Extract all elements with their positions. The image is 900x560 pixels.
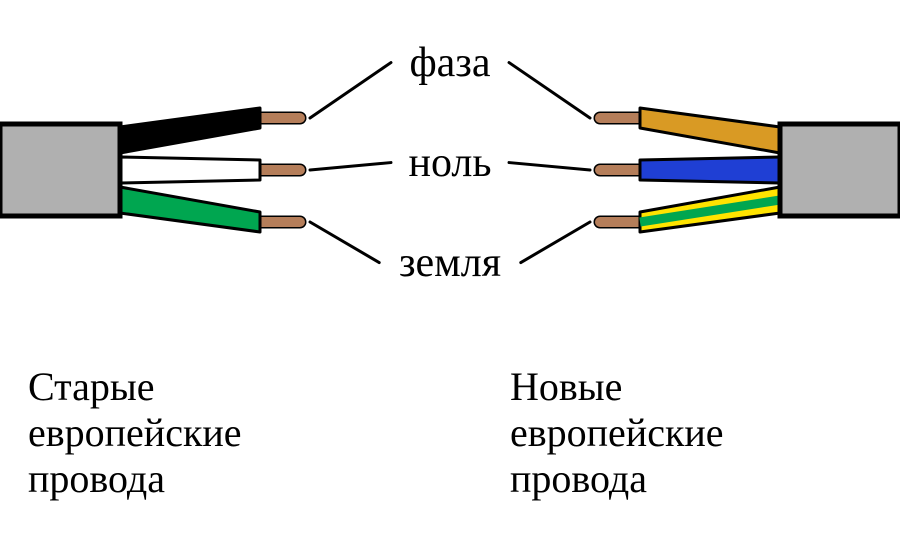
label-earth: земля (399, 240, 501, 286)
left-cable (0, 108, 300, 232)
left_caption-line-1: европейские (28, 410, 242, 455)
label-neutral: ноль (408, 140, 491, 186)
right_caption-line-2: провода (510, 456, 647, 501)
left_caption-line-2: провода (28, 456, 165, 501)
right-cable (600, 108, 900, 232)
right-insulation-neutral (640, 157, 780, 183)
left-sheath (0, 124, 120, 216)
left_caption-line-0: Старые (28, 364, 155, 409)
wire-color-diagram: фазанольземляСтарыеевропейскиепроводаНов… (0, 0, 900, 560)
left-insulation-neutral (120, 157, 260, 183)
right_caption-line-1: европейские (510, 410, 724, 455)
label-phase: фаза (409, 40, 490, 86)
right_caption-line-0: Новые (510, 364, 622, 409)
right-sheath (780, 124, 900, 216)
